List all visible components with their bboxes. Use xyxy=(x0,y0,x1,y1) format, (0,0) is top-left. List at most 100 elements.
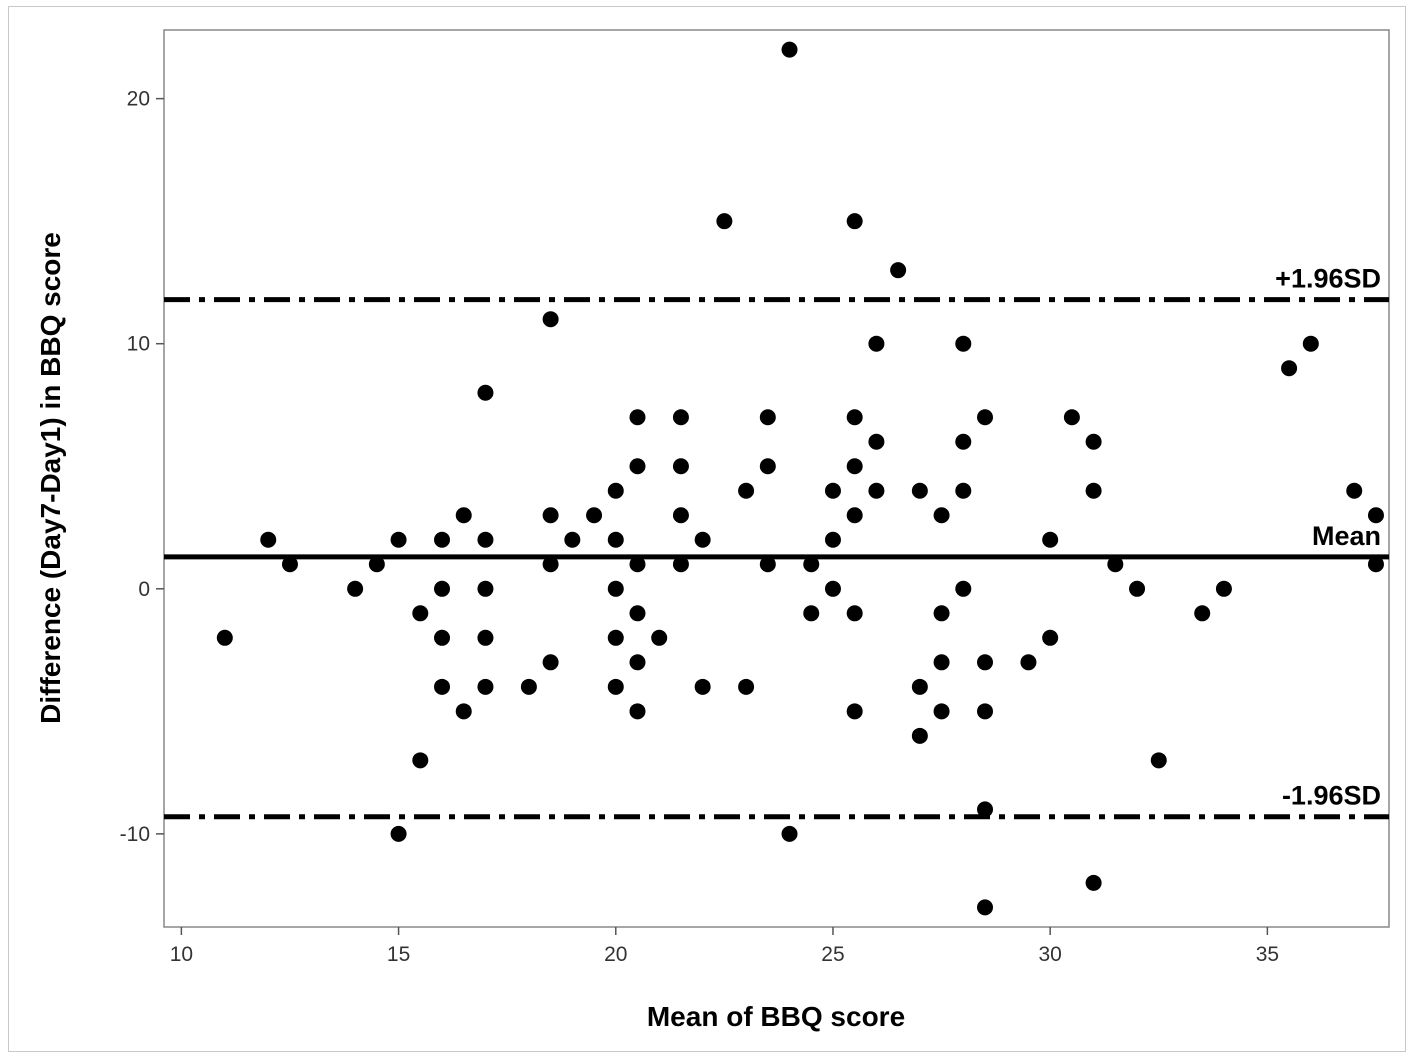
data-point xyxy=(629,458,646,475)
x-tick-label: 15 xyxy=(387,943,410,966)
data-point xyxy=(390,825,407,842)
data-point xyxy=(803,605,820,622)
data-point xyxy=(933,654,950,671)
plot-area xyxy=(163,29,1390,928)
data-point xyxy=(824,580,841,597)
data-point xyxy=(607,678,624,695)
data-point xyxy=(977,899,994,916)
data-point xyxy=(1063,409,1080,426)
data-point xyxy=(977,654,994,671)
chart-outer-frame xyxy=(8,6,1406,1052)
data-point xyxy=(824,482,841,499)
data-point xyxy=(824,531,841,548)
data-point xyxy=(1367,556,1384,573)
data-point xyxy=(868,433,885,450)
data-point xyxy=(759,556,776,573)
data-point xyxy=(1042,531,1059,548)
y-tick-label: -10 xyxy=(120,823,150,846)
data-point xyxy=(868,482,885,499)
data-point xyxy=(347,580,364,597)
data-points xyxy=(216,41,1384,916)
data-point xyxy=(911,727,928,744)
data-point xyxy=(651,629,668,646)
data-point xyxy=(412,752,429,769)
data-point xyxy=(846,605,863,622)
data-point xyxy=(911,678,928,695)
data-point xyxy=(477,531,494,548)
data-point xyxy=(890,262,907,279)
data-point xyxy=(629,605,646,622)
data-point xyxy=(738,482,755,499)
data-point xyxy=(216,629,233,646)
data-point xyxy=(542,507,559,524)
upper-limit-line-label: +1.96SD xyxy=(1275,264,1381,294)
data-point xyxy=(260,531,277,548)
data-point xyxy=(477,580,494,597)
data-point xyxy=(846,409,863,426)
data-point xyxy=(629,556,646,573)
data-point xyxy=(1281,360,1298,377)
data-point xyxy=(477,384,494,401)
data-point xyxy=(694,531,711,548)
data-point xyxy=(672,409,689,426)
data-point xyxy=(1085,874,1102,891)
data-point xyxy=(1215,580,1232,597)
data-point xyxy=(933,703,950,720)
data-point xyxy=(455,507,472,524)
data-point xyxy=(412,605,429,622)
data-point xyxy=(368,556,385,573)
data-point xyxy=(564,531,581,548)
x-tick-label: 30 xyxy=(1038,943,1061,966)
data-point xyxy=(1085,433,1102,450)
data-point xyxy=(955,335,972,352)
data-point xyxy=(781,825,798,842)
data-point xyxy=(759,458,776,475)
data-point xyxy=(390,531,407,548)
data-point xyxy=(868,335,885,352)
data-point xyxy=(933,605,950,622)
data-point xyxy=(629,703,646,720)
data-point xyxy=(434,531,451,548)
data-point xyxy=(672,507,689,524)
data-point xyxy=(607,629,624,646)
data-point xyxy=(281,556,298,573)
data-point xyxy=(542,654,559,671)
data-point xyxy=(586,507,603,524)
data-point xyxy=(455,703,472,720)
data-point xyxy=(1020,654,1037,671)
data-point xyxy=(803,556,820,573)
data-point xyxy=(738,678,755,695)
data-point xyxy=(955,580,972,597)
data-point xyxy=(759,409,776,426)
data-point xyxy=(1194,605,1211,622)
data-point xyxy=(629,409,646,426)
data-point xyxy=(933,507,950,524)
mean-line-label: Mean xyxy=(1312,521,1381,551)
y-axis-title: Difference (Day7-Day1) in BBQ score xyxy=(35,232,66,724)
data-point xyxy=(607,531,624,548)
data-point xyxy=(1302,335,1319,352)
reference-lines: +1.96SD Mean -1.96SD xyxy=(164,264,1389,820)
data-point xyxy=(1042,629,1059,646)
data-point xyxy=(607,580,624,597)
data-point xyxy=(977,801,994,818)
x-axis-ticks: 10 15 20 25 30 35 xyxy=(170,927,1279,966)
y-tick-label: 10 xyxy=(127,333,150,356)
data-point xyxy=(911,482,928,499)
data-point xyxy=(672,556,689,573)
data-point xyxy=(434,629,451,646)
x-tick-label: 35 xyxy=(1256,943,1279,966)
data-point xyxy=(672,458,689,475)
lower-limit-line-label: -1.96SD xyxy=(1282,781,1381,811)
data-point xyxy=(977,703,994,720)
x-axis-title: Mean of BBQ score xyxy=(647,1001,905,1032)
data-point xyxy=(846,703,863,720)
data-point xyxy=(716,213,733,230)
data-point xyxy=(846,458,863,475)
data-point xyxy=(846,213,863,230)
data-point xyxy=(1085,482,1102,499)
data-point xyxy=(477,629,494,646)
data-point xyxy=(542,311,559,328)
y-tick-label: 20 xyxy=(127,88,150,111)
